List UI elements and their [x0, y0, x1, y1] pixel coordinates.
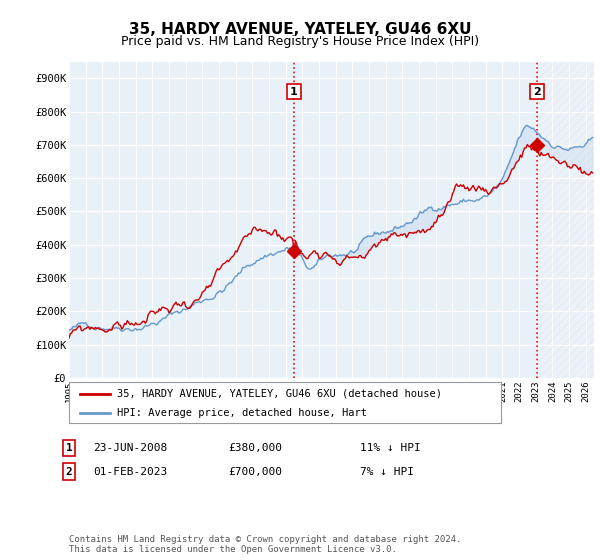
Text: 2: 2 [533, 87, 541, 96]
Text: 1: 1 [290, 87, 298, 96]
Bar [537, 62, 594, 378]
Text: Price paid vs. HM Land Registry's House Price Index (HPI): Price paid vs. HM Land Registry's House … [121, 35, 479, 48]
Text: 35, HARDY AVENUE, YATELEY, GU46 6XU (detached house): 35, HARDY AVENUE, YATELEY, GU46 6XU (det… [116, 389, 442, 399]
Text: £380,000: £380,000 [228, 443, 282, 453]
Text: 2: 2 [65, 466, 73, 477]
Text: 35, HARDY AVENUE, YATELEY, GU46 6XU: 35, HARDY AVENUE, YATELEY, GU46 6XU [129, 22, 471, 38]
Text: £700,000: £700,000 [228, 466, 282, 477]
Text: 11% ↓ HPI: 11% ↓ HPI [360, 443, 421, 453]
Text: Contains HM Land Registry data © Crown copyright and database right 2024.
This d: Contains HM Land Registry data © Crown c… [69, 535, 461, 554]
Text: 23-JUN-2008: 23-JUN-2008 [93, 443, 167, 453]
Text: 7% ↓ HPI: 7% ↓ HPI [360, 466, 414, 477]
Text: 01-FEB-2023: 01-FEB-2023 [93, 466, 167, 477]
Text: 1: 1 [65, 443, 73, 453]
Text: HPI: Average price, detached house, Hart: HPI: Average price, detached house, Hart [116, 408, 367, 418]
